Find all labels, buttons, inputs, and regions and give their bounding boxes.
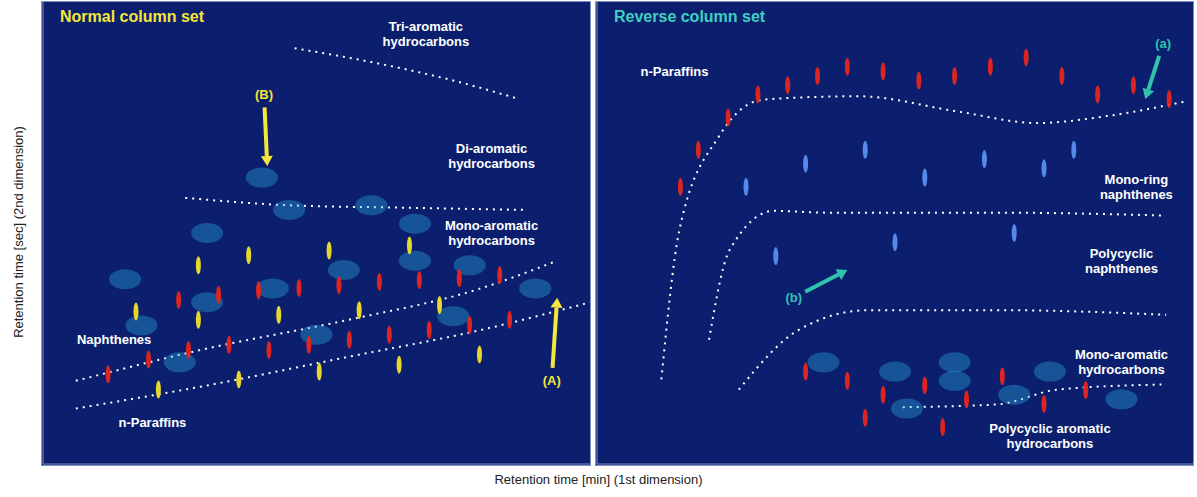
svg-text:Tri-aromatic: Tri-aromatic xyxy=(389,19,463,34)
svg-text:Mono-aromatic: Mono-aromatic xyxy=(445,218,538,233)
svg-text:naphthenes: naphthenes xyxy=(1085,261,1158,276)
svg-text:Polycyclic aromatic: Polycyclic aromatic xyxy=(989,421,1110,436)
svg-text:hydrocarbons: hydrocarbons xyxy=(1007,436,1094,451)
svg-text:(a): (a) xyxy=(1155,36,1171,51)
svg-text:n-Paraffins: n-Paraffins xyxy=(641,64,709,79)
svg-text:(A): (A) xyxy=(543,373,561,388)
svg-text:hydrocarbons: hydrocarbons xyxy=(448,156,535,171)
svg-text:hydrocarbons: hydrocarbons xyxy=(1078,362,1165,377)
svg-text:(B): (B) xyxy=(255,87,273,102)
html-text:Reverse column set: Reverse column set xyxy=(614,8,766,25)
svg-text:Mono-ring: Mono-ring xyxy=(1105,172,1169,187)
svg-text:(b): (b) xyxy=(785,290,802,305)
svg-text:Naphthenes: Naphthenes xyxy=(77,332,151,347)
html-text:Normal column set: Normal column set xyxy=(60,8,204,25)
svg-text:hydrocarbons: hydrocarbons xyxy=(448,233,535,248)
html-text:Retention time [min] (1st dime: Retention time [min] (1st dimension) xyxy=(494,472,703,487)
svg-text:Di-aromatic: Di-aromatic xyxy=(456,141,528,156)
svg-text:Retention time [sec] (2nd dime: Retention time [sec] (2nd dimension) xyxy=(11,126,26,338)
svg-text:Mono-aromatic: Mono-aromatic xyxy=(1075,347,1168,362)
svg-text:naphthenes: naphthenes xyxy=(1100,187,1173,202)
svg-text:n-Paraffins: n-Paraffins xyxy=(118,415,186,430)
svg-text:Polycyclic: Polycyclic xyxy=(1090,246,1154,261)
svg-text:hydrocarbons: hydrocarbons xyxy=(383,34,470,49)
